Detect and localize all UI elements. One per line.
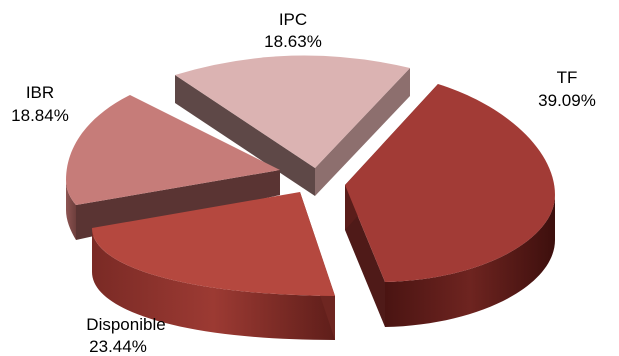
slice-disponible-top <box>92 192 335 296</box>
slice-ipc <box>175 55 410 196</box>
label-ibr-value: 18.84% <box>11 106 69 125</box>
slice-ipc-side <box>175 75 315 196</box>
label-disponible-value: 23.44% <box>89 337 147 356</box>
label-disponible-name: Disponible <box>86 315 165 334</box>
label-tf-name: TF <box>557 68 578 87</box>
label-ipc-name: IPC <box>279 10 307 29</box>
label-ipc-value: 18.63% <box>264 32 322 51</box>
label-tf-value: 39.09% <box>538 91 596 110</box>
slice-disponible <box>92 192 335 340</box>
slice-disponible-rim <box>92 228 335 340</box>
slice-ibr-top <box>66 95 280 205</box>
slice-tf <box>345 84 555 327</box>
slice-ibr-rim <box>66 180 76 240</box>
slice-ipc-rim <box>315 68 410 196</box>
label-ibr-name: IBR <box>26 83 54 102</box>
slice-tf-top <box>345 84 555 282</box>
slice-tf-rim <box>385 195 555 327</box>
slice-tf-side <box>345 185 385 327</box>
slice-ipc-top <box>175 55 410 168</box>
